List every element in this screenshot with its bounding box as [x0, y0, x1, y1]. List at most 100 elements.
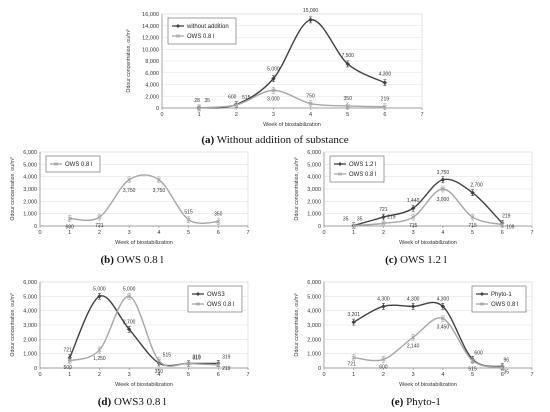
caption-b-tag: (b)	[100, 254, 114, 266]
caption-c-text: OWS 1.2 l	[400, 254, 447, 266]
data-label: 219	[387, 214, 396, 220]
x-tick-label: 0	[38, 372, 41, 378]
data-label: 3,201	[347, 312, 360, 318]
legend-marker	[338, 162, 342, 166]
x-tick-label: 7	[420, 112, 423, 118]
caption-e-tag: (e)	[391, 396, 404, 408]
y-tick-label: 6,000	[23, 150, 37, 156]
data-point	[470, 190, 475, 195]
data-point	[381, 221, 386, 226]
data-label: 96	[504, 358, 510, 364]
data-point	[216, 362, 221, 367]
data-label: 319	[222, 354, 231, 360]
x-tick-label: 2	[98, 230, 101, 236]
x-tick-label: 4	[309, 112, 312, 118]
data-label: 1,440	[407, 198, 420, 204]
x-tick-label: 5	[471, 230, 474, 236]
data-point	[345, 61, 350, 67]
data-label: 350	[344, 96, 353, 102]
y-tick-label: 6,000	[307, 280, 321, 286]
legend: OWS3 OWS 0.8 l	[187, 285, 243, 313]
data-point	[351, 319, 356, 325]
data-point	[411, 215, 416, 220]
y-tick-label: 4,000	[307, 309, 321, 315]
y-tick-label: 4,000	[145, 83, 159, 89]
legend-box	[167, 17, 237, 45]
x-tick-label: 5	[346, 112, 349, 118]
x-tick-label: 6	[383, 112, 386, 118]
y-tick-label: 1,000	[23, 212, 37, 218]
data-point	[216, 219, 221, 224]
data-point	[470, 215, 475, 220]
y-tick-label: 5,000	[307, 162, 321, 168]
data-label: 350	[214, 212, 223, 218]
data-label: 600	[66, 225, 75, 231]
data-point	[382, 80, 388, 85]
x-tick-label: 0	[322, 230, 325, 236]
chart-panel-b: 0 1,000 2,000 3,000 4,000 5,000 6,000 0 1 2 3 4 5 6 7 W…	[6, 146, 258, 250]
y-tick-label: 3,000	[307, 323, 321, 329]
x-tick-label: 7	[530, 230, 533, 236]
legend-label: without addition	[186, 24, 229, 30]
caption-a-tag: (a)	[201, 134, 215, 146]
legend-label: Phyto-1	[491, 292, 512, 298]
y-tick-label: 8,000	[145, 59, 159, 65]
x-tick-label: 6	[501, 230, 504, 236]
y-tick-label: 0	[156, 106, 159, 112]
y-tick-label: 16,000	[142, 12, 159, 18]
data-point	[197, 105, 202, 110]
legend-label: OWS 0.8 l	[349, 172, 376, 178]
data-label: 3,450	[437, 325, 450, 331]
chart-svg-e: 0 1,000 2,000 3,000 4,000 5,000 6,000 0 1 2 3 4 5 6 7 W…	[294, 280, 534, 388]
x-tick-label: 5	[187, 230, 190, 236]
data-point	[411, 335, 416, 340]
legend: without addition OWS 0.8 l	[167, 17, 237, 45]
y-tick-label: 0	[34, 366, 37, 372]
x-tick-label: 4	[157, 372, 160, 378]
x-axis-label: Week of biostabilization	[263, 122, 321, 128]
legend-marker	[480, 292, 484, 296]
caption-c-tag: (c)	[385, 254, 398, 266]
data-point	[470, 358, 475, 363]
series-line	[199, 89, 385, 109]
data-point	[97, 347, 102, 353]
data-point	[308, 101, 313, 106]
data-label: 721	[95, 223, 104, 229]
y-tick-label: 5,000	[23, 294, 37, 300]
legend-label: OWS 0.8 l	[207, 302, 234, 308]
legend: Phyto-1 OWS 0.8 l	[471, 285, 527, 313]
chart-svg-c: 0 1,000 2,000 3,000 4,000 5,000 6,000 0 1 2 3 4 5 6 7 W…	[294, 150, 534, 246]
data-label: 4,300	[437, 296, 450, 302]
data-point	[271, 76, 276, 81]
y-tick-label: 3,000	[307, 187, 321, 193]
data-label: 5,000	[267, 67, 280, 73]
y-tick-label: 4,000	[307, 175, 321, 181]
x-axis-label: Week of biostabilization	[399, 240, 457, 246]
data-label: 5,000	[123, 286, 136, 292]
y-axis-label: Odour concentration, ou/m³	[294, 293, 300, 356]
data-label: 515	[163, 353, 172, 359]
chart-panel-e: 0 1,000 2,000 3,000 4,000 5,000 6,000 0 1 2 3 4 5 6 7 W…	[290, 276, 542, 392]
data-point	[351, 355, 356, 360]
series-line	[69, 174, 219, 224]
legend-label: OWS 0.8 l	[187, 34, 214, 40]
legend: OWS 1.2 l OWS 0.8 l	[329, 155, 385, 183]
data-label: 600	[228, 94, 237, 100]
y-tick-label: 1,000	[23, 352, 37, 358]
y-tick-label: 1,000	[307, 352, 321, 358]
legend-marker	[196, 292, 200, 296]
x-tick-label: 4	[157, 230, 160, 236]
caption-b: (b) OWS 0.8 l	[6, 254, 258, 266]
x-tick-label: 7	[246, 372, 249, 378]
y-tick-label: 1,000	[307, 212, 321, 218]
legend-marker	[480, 302, 484, 306]
data-label: 500	[64, 365, 73, 371]
data-label: 5,000	[93, 286, 106, 292]
data-label: 219	[381, 97, 390, 103]
x-tick-label: 2	[382, 372, 385, 378]
x-tick-label: 3	[272, 112, 275, 118]
y-tick-label: 6,000	[23, 280, 37, 286]
legend-label: OWS3	[207, 292, 225, 298]
data-label: 2,700	[123, 319, 136, 325]
data-label: 3,000	[267, 96, 280, 102]
